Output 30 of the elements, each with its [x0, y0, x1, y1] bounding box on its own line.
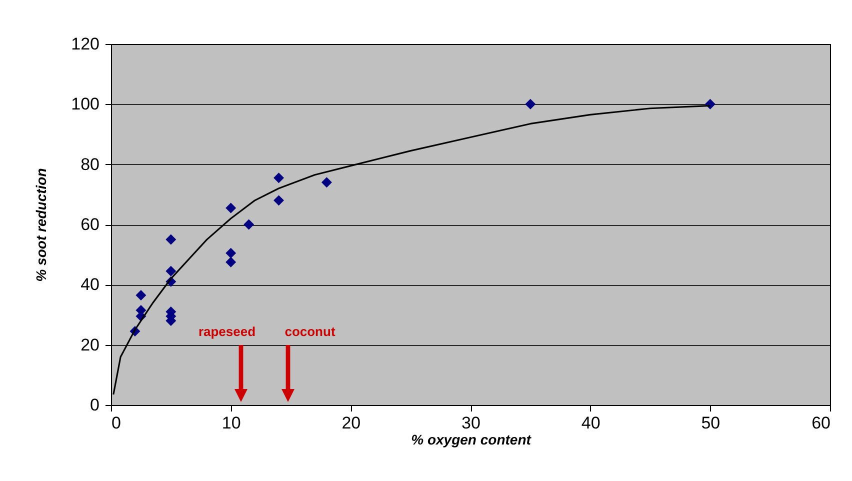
- y-tick-label: 100: [71, 94, 100, 114]
- point: [226, 202, 236, 214]
- x-tick-label: 10: [222, 414, 241, 432]
- x-tick-label: 60: [812, 414, 830, 432]
- point: [226, 248, 236, 258]
- x-tick-label: 50: [701, 414, 720, 432]
- y-tick-label: 80: [80, 154, 100, 174]
- y-tick-label: 20: [80, 335, 100, 354]
- point: [321, 177, 332, 188]
- y-axis-title: % soot reduction: [33, 168, 50, 282]
- annotation: rapeseed: [198, 324, 256, 339]
- point: [274, 195, 284, 206]
- annotation: coconut: [284, 324, 336, 339]
- point: [226, 256, 236, 268]
- point: [166, 234, 176, 245]
- x-tick-label: 20: [342, 414, 361, 432]
- x-axis-title: % oxygen content: [411, 432, 532, 448]
- y-tick-label: 120: [71, 34, 100, 54]
- x-tick-label: 0: [112, 414, 121, 432]
- point: [136, 290, 146, 300]
- x-tick-label: 40: [581, 414, 600, 432]
- y-tick-label: 60: [80, 215, 100, 234]
- point: [525, 98, 536, 110]
- point: [704, 98, 716, 110]
- y-tick-label: 40: [80, 275, 100, 294]
- y-tick-label: 0: [90, 396, 100, 414]
- point: [244, 219, 254, 230]
- point: [166, 266, 176, 276]
- x-tick-label: 30: [462, 414, 480, 432]
- point: [274, 172, 284, 184]
